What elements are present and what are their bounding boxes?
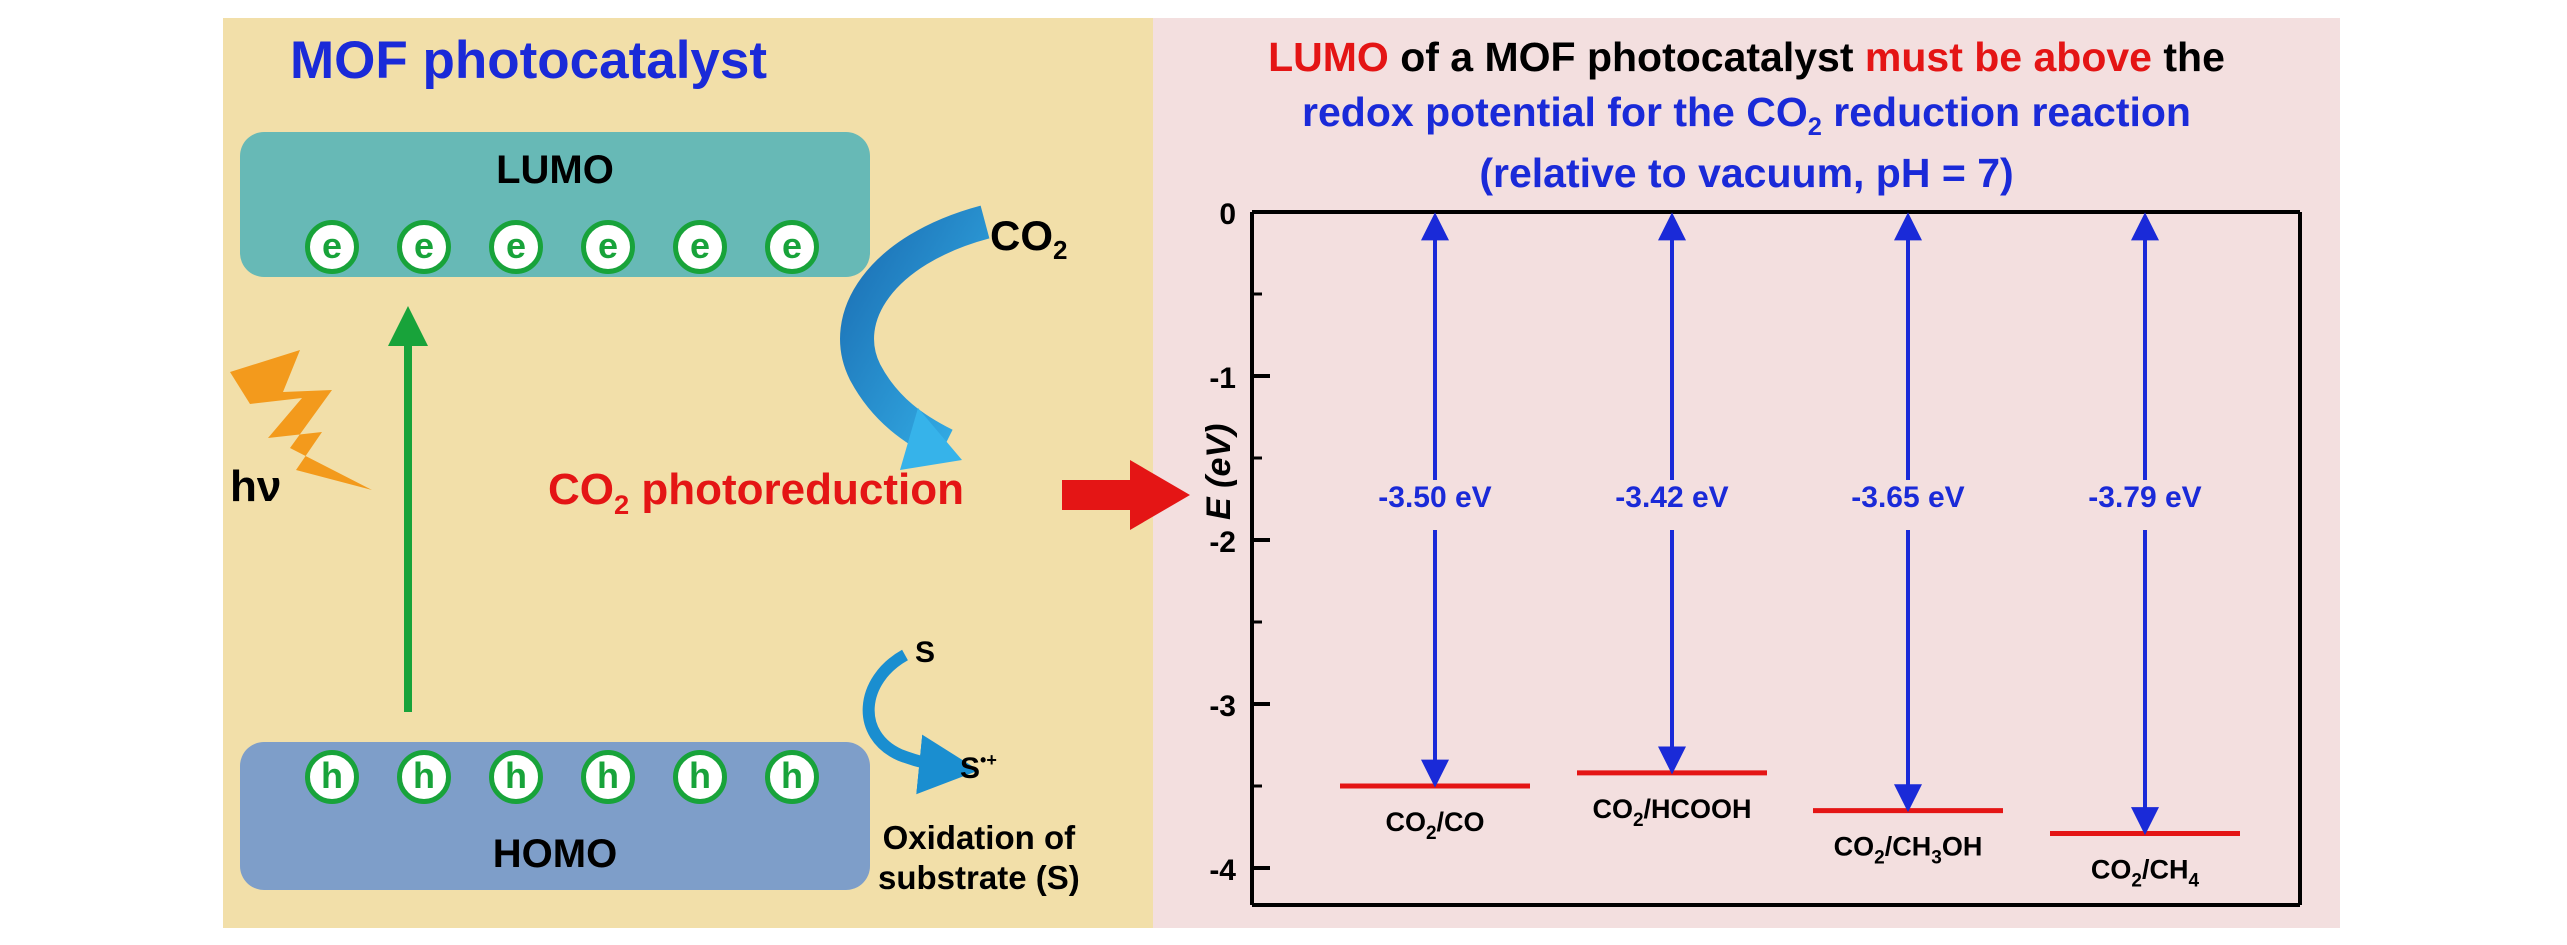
heading-line-2: redox potential for the CO2 reduction re… (1153, 85, 2340, 146)
radical-cation-superscript: •+ (980, 750, 997, 771)
heading-line-2b: reduction reaction (1821, 89, 2191, 135)
photoreduction-subscript: 2 (614, 488, 630, 520)
substrate-label: S (915, 636, 936, 669)
level-value-2: -3.42 eV (1615, 481, 1728, 514)
heading-middle: of a MOF photocatalyst (1388, 34, 1865, 80)
photoreduction-text: photoreduction (629, 465, 965, 514)
chart-heading: LUMO of a MOF photocatalyst must be abov… (1153, 30, 2340, 201)
level-value-4: -3.79 eV (2088, 481, 2201, 514)
y-tick-label-2: -2 (1209, 526, 1236, 559)
oxidized-substrate-label: S•+ (960, 750, 997, 786)
hole-4: h (581, 750, 635, 804)
electron-5: e (673, 220, 727, 274)
y-tick-label-3: -3 (1209, 690, 1236, 723)
heading-the: the (2151, 34, 2225, 80)
electron-4: e (581, 220, 635, 274)
lightning-icon (230, 350, 372, 490)
mof-title: MOF photocatalyst (290, 31, 768, 90)
co2-label: CO2 (990, 212, 1067, 265)
y-tick-label-4: -4 (1209, 854, 1236, 887)
heading-lumo: LUMO (1268, 34, 1389, 80)
heading-line-3: (relative to vacuum, pH = 7) (1479, 150, 2014, 196)
hole-6: h (765, 750, 819, 804)
heading-must-be-above: must be above (1864, 34, 2152, 80)
oxidation-line-2: substrate (S) (878, 859, 1080, 896)
heading-line-2-subscript: 2 (1807, 112, 1822, 141)
level-value-1: -3.50 eV (1378, 481, 1491, 514)
oxidation-curve-arrow (862, 649, 979, 795)
reduction-curve-arrowhead (900, 408, 962, 470)
level-label-1: CO2/CO (1385, 807, 1484, 844)
electron-1: e (305, 220, 359, 274)
heading-line-2a: redox potential for the CO (1302, 89, 1808, 135)
energy-level-chart: 0 -1 -2 -3 -4 -3.50 eV CO2/CO -3.42 eV CO2/HCOOH… (1209, 198, 2302, 907)
heading-line-1: LUMO of a MOF photocatalyst must be abov… (1153, 30, 2340, 85)
y-tick-label-0: 0 (1219, 198, 1236, 231)
level-label-3: CO2/CH3OH (1834, 832, 1983, 869)
photoreduction-arrow (1062, 460, 1190, 530)
homo-label: HOMO (492, 832, 618, 876)
level-label-4: CO2/CH4 (2091, 855, 2200, 892)
right-panel (1153, 18, 2340, 928)
hole-2: h (397, 750, 451, 804)
co2-text: CO (990, 212, 1053, 259)
y-axis-label: E (eV) (1200, 424, 1239, 520)
hole-5: h (673, 750, 727, 804)
y-axis-label-text: E (eV) (1200, 423, 1238, 520)
lumo-label: LUMO (496, 148, 614, 192)
electron-6: e (765, 220, 819, 274)
co2-subscript: 2 (1053, 235, 1068, 266)
oxidized-s: S (960, 752, 981, 785)
oxidation-line-1: Oxidation of (882, 819, 1076, 856)
photoreduction-co: CO (548, 465, 614, 514)
level-value-3: -3.65 eV (1851, 481, 1964, 514)
photoreduction-label: CO2 photoreduction (548, 465, 965, 520)
level-label-2: CO2/HCOOH (1592, 794, 1751, 831)
light-label: hν (230, 462, 282, 511)
oxidation-caption: Oxidation of substrate (S) (878, 818, 1080, 898)
electron-2: e (397, 220, 451, 274)
reduction-curve-arrow (840, 205, 990, 461)
y-tick-label-1: -1 (1209, 362, 1236, 395)
hole-3: h (489, 750, 543, 804)
electron-3: e (489, 220, 543, 274)
hole-1: h (305, 750, 359, 804)
